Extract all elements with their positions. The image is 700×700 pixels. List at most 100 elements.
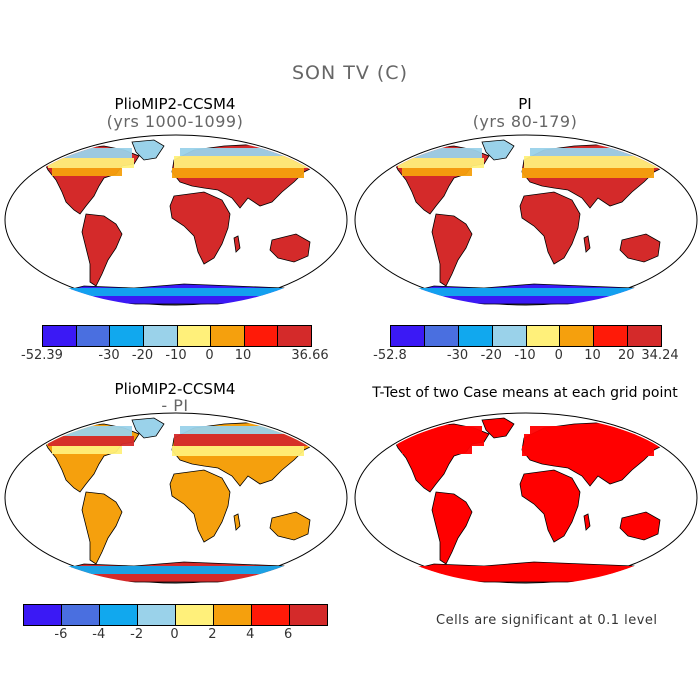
panel4-title: T-Test of two Case means at each grid po… xyxy=(372,385,678,401)
temperature-band xyxy=(52,168,122,176)
colorbar-swatch xyxy=(560,326,595,346)
temperature-band xyxy=(530,148,670,156)
landmass-africa xyxy=(169,191,231,265)
landmass-samerica xyxy=(81,491,123,565)
temperature-band xyxy=(398,148,482,158)
figure-title: SON TV (C) xyxy=(291,62,408,84)
colorbar-tick-label: -2 xyxy=(130,627,144,642)
temperature-band xyxy=(524,156,670,168)
landmass-greenland xyxy=(131,417,165,439)
landmass-madagascar xyxy=(233,235,241,253)
colorbar-swatch xyxy=(43,326,77,346)
colorbar-swatch xyxy=(76,326,111,346)
colorbar-swatch xyxy=(211,326,245,346)
colorbar-swatch xyxy=(526,326,561,346)
temperature-band xyxy=(44,566,322,574)
panel2-title: PI xyxy=(518,95,532,113)
landmass-australia xyxy=(269,511,311,541)
temperature-band xyxy=(48,148,132,158)
panel2-subtitle: (yrs 80-179) xyxy=(472,112,578,131)
colorbar-tick-label: 20 xyxy=(617,348,635,363)
colorbar-tick-label: 10 xyxy=(584,348,601,363)
panel2-map xyxy=(354,134,698,306)
colorbar-tick-label: 36.66 xyxy=(291,348,329,363)
temperature-band xyxy=(394,288,672,296)
landmass-africa xyxy=(519,191,581,265)
colorbar-tick-label: 0 xyxy=(205,348,214,363)
colorbar-swatch xyxy=(24,605,62,625)
landmass-samerica xyxy=(81,213,123,287)
colorbar-swatch xyxy=(100,605,138,625)
temperature-band xyxy=(180,426,320,434)
landmass-samerica xyxy=(431,491,473,565)
colorbar-swatch xyxy=(252,605,290,625)
colorbar-tick-label: 2 xyxy=(208,627,217,642)
colorbar-tick-label: -20 xyxy=(480,348,502,363)
panel3-title: PlioMIP2-CCSM4 xyxy=(114,380,236,398)
panel1-colorbar xyxy=(42,325,312,347)
colorbar-tick-label: 34.24 xyxy=(641,348,679,363)
temperature-band xyxy=(48,158,134,168)
colorbar-tick-label: -10 xyxy=(514,348,536,363)
colorbar-tick-label: -10 xyxy=(165,348,187,363)
colorbar-tick-label: 0 xyxy=(554,348,563,363)
panel1-subtitle: (yrs 1000-1099) xyxy=(106,112,244,131)
landmass-africa xyxy=(519,469,581,543)
temperature-band xyxy=(524,434,670,446)
colorbar-tick-label: 4 xyxy=(246,627,255,642)
landmass-australia xyxy=(619,233,661,263)
colorbar-tick-label: -52.8 xyxy=(373,348,407,363)
temperature-band xyxy=(174,434,320,446)
panel2-colorbar xyxy=(390,325,662,347)
colorbar-swatch xyxy=(594,326,629,346)
panel4-note: Cells are significant at 0.1 level xyxy=(436,613,658,628)
colorbar-tick-label: -6 xyxy=(54,627,68,642)
panel4-map xyxy=(354,412,698,584)
temperature-band xyxy=(48,436,134,446)
landmass-africa xyxy=(169,469,231,543)
colorbar-tick-label: 6 xyxy=(283,627,293,642)
landmass-greenland xyxy=(131,139,165,161)
landmass-australia xyxy=(619,511,661,541)
panel3-map xyxy=(4,412,348,584)
colorbar-swatch xyxy=(244,326,279,346)
colorbar-swatch xyxy=(177,326,212,346)
temperature-band xyxy=(522,168,654,178)
colorbar-swatch xyxy=(628,326,661,346)
colorbar-swatch xyxy=(138,605,176,625)
colorbar-swatch xyxy=(278,326,311,346)
landmass-australia xyxy=(269,233,311,263)
colorbar-swatch xyxy=(110,326,144,346)
colorbar-tick-label: -4 xyxy=(92,627,106,642)
colorbar-swatch xyxy=(492,326,527,346)
landmass-madagascar xyxy=(583,235,591,253)
landmass-madagascar xyxy=(583,513,591,531)
temperature-band xyxy=(402,446,472,454)
colorbar-swatch xyxy=(424,326,459,346)
colorbar-swatch xyxy=(391,326,425,346)
colorbar-swatch xyxy=(458,326,493,346)
panel3-colorbar xyxy=(23,604,328,626)
colorbar-tick-label: -30 xyxy=(446,348,469,363)
colorbar-swatch xyxy=(62,605,100,625)
temperature-band xyxy=(52,446,122,454)
landmass-greenland xyxy=(481,417,515,439)
temperature-band xyxy=(402,168,472,176)
colorbar-tick-label: -52.39 xyxy=(21,348,63,363)
panel1-title: PlioMIP2-CCSM4 xyxy=(114,95,236,113)
temperature-band xyxy=(398,158,484,168)
temperature-band xyxy=(44,288,322,296)
colorbar-tick-label: -30 xyxy=(98,348,120,363)
landmass-greenland xyxy=(481,139,515,161)
temperature-band xyxy=(172,168,304,178)
temperature-band xyxy=(48,426,132,436)
landmass-madagascar xyxy=(233,513,241,531)
panel1-map xyxy=(4,134,348,306)
colorbar-swatch xyxy=(214,605,252,625)
colorbar-swatch xyxy=(290,605,327,625)
temperature-band xyxy=(398,436,484,446)
landmass-samerica xyxy=(431,213,473,287)
colorbar-swatch xyxy=(176,605,214,625)
temperature-band xyxy=(394,566,672,574)
colorbar-swatch xyxy=(143,326,178,346)
